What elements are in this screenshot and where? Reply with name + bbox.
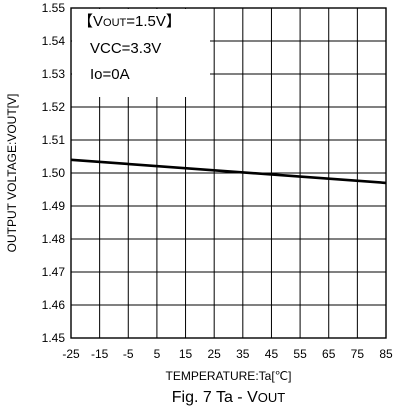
annotation-vout-open: 【V bbox=[78, 13, 103, 30]
y-tick-label: 1.55 bbox=[42, 1, 66, 15]
y-tick-labels: 1.45 1.46 1.47 1.48 1.49 1.50 1.51 1.52 1.53 1.54… bbox=[42, 1, 66, 345]
x-tick-label: 65 bbox=[322, 347, 336, 361]
x-tick-label: -25 bbox=[62, 347, 80, 361]
y-tick-label: 1.50 bbox=[42, 166, 66, 180]
x-tick-label: 35 bbox=[236, 347, 250, 361]
y-tick-label: 1.54 bbox=[42, 34, 66, 48]
y-tick-label: 1.47 bbox=[42, 265, 66, 279]
x-tick-label: 25 bbox=[208, 347, 222, 361]
x-tick-label: 5 bbox=[154, 347, 161, 361]
x-tick-labels: -25 -15 -5 5 15 25 35 45 55 65 75 85 bbox=[62, 347, 393, 361]
annotation-group: 【VOUT=1.5V】 VCC=3.3V Io=0A bbox=[78, 13, 181, 83]
y-tick-label: 1.52 bbox=[42, 100, 66, 114]
x-axis-title: TEMPERATURE:Ta[℃] bbox=[166, 369, 292, 383]
series-layer bbox=[70, 158, 387, 185]
figure-caption-sub: OUT bbox=[258, 390, 286, 405]
x-tick-label: -5 bbox=[123, 347, 134, 361]
annotation-vout: 【VOUT=1.5V】 bbox=[78, 13, 181, 30]
y-tick-label: 1.49 bbox=[42, 199, 66, 213]
y-tick-label: 1.46 bbox=[42, 298, 66, 312]
x-tick-label: 45 bbox=[265, 347, 279, 361]
x-tick-label: -15 bbox=[91, 347, 109, 361]
x-tick-label: 85 bbox=[379, 347, 393, 361]
x-tick-label: 55 bbox=[293, 347, 307, 361]
figure-caption: Fig. 7 Ta - VOUT bbox=[172, 389, 285, 406]
y-tick-label: 1.48 bbox=[42, 232, 66, 246]
x-tick-label: 75 bbox=[351, 347, 365, 361]
y-axis-title: OUTPUT VOLTAGE:VOUT[V] bbox=[5, 94, 19, 253]
figure-caption-main: Fig. 7 Ta - V bbox=[172, 389, 258, 406]
plot-border bbox=[70, 7, 387, 339]
annotation-vout-close: =1.5V】 bbox=[126, 13, 181, 30]
annotation-vcc: VCC=3.3V bbox=[90, 40, 161, 57]
annotation-box bbox=[72, 9, 210, 97]
annotation-vout-sub: OUT bbox=[103, 17, 127, 29]
series-line-0 bbox=[70, 158, 387, 185]
x-tick-label: 15 bbox=[179, 347, 193, 361]
y-tick-label: 1.51 bbox=[42, 133, 66, 147]
annotation-io: Io=0A bbox=[90, 66, 130, 83]
y-tick-label: 1.45 bbox=[42, 331, 66, 345]
y-tick-label: 1.53 bbox=[42, 67, 66, 81]
